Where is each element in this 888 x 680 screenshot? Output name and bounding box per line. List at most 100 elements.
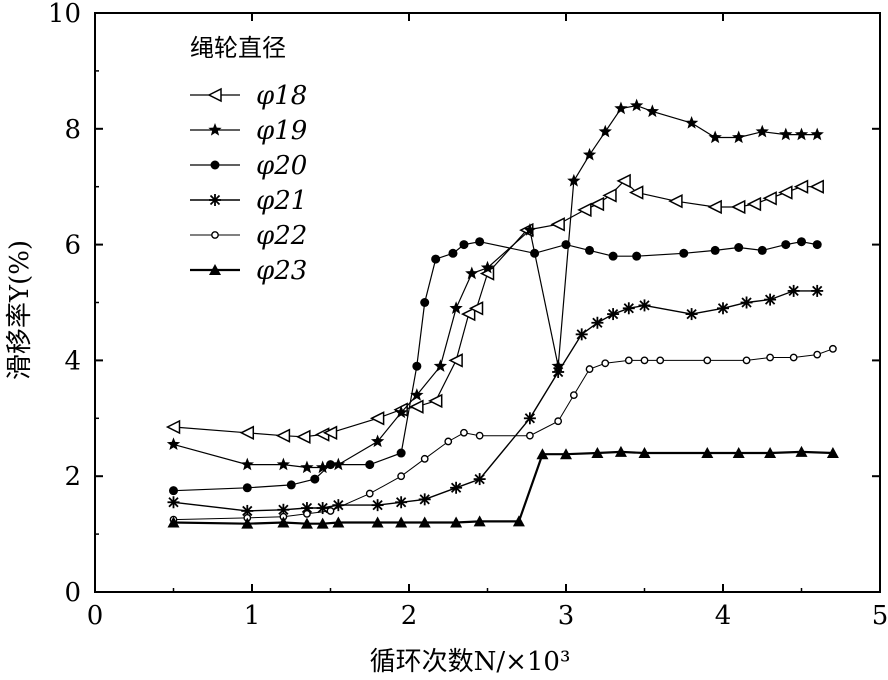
point [742,356,751,365]
legend-label: φ21 [256,186,307,216]
point [480,260,495,274]
point [787,284,800,297]
point [764,447,777,459]
point [450,516,463,528]
point [465,266,479,280]
point [365,460,375,470]
point [365,489,374,498]
point [624,356,633,365]
point-stroke [474,473,485,485]
legend-entry: φ19 [190,116,307,146]
point-stroke [607,308,619,320]
point [473,515,486,527]
point [209,194,221,206]
point [598,124,612,138]
point-stroke [419,494,430,505]
point [746,196,762,212]
point [410,388,424,401]
point [685,308,698,321]
y-tick-label: 6 [64,231,81,261]
point [811,284,824,297]
point [369,411,385,426]
point-stroke [639,300,650,311]
point [569,391,578,400]
point [394,405,408,419]
point [322,425,338,440]
point [409,399,424,414]
point [766,353,774,362]
point [638,447,651,459]
point [732,447,745,459]
point [475,431,484,440]
point [165,419,181,435]
point [397,472,406,481]
point-stroke [717,303,729,314]
point [656,356,665,365]
y-tick-label: 10 [48,0,81,29]
point [638,299,651,312]
point [561,240,571,250]
point [530,248,540,258]
point [591,316,604,329]
point [536,448,549,460]
point [208,123,222,136]
point [412,361,422,371]
point [433,359,448,372]
x-tick-label: 1 [244,601,261,631]
point [762,191,777,206]
point [468,301,484,316]
point [396,448,406,458]
x-axis-label: 循环次数N/×10³ [370,647,571,677]
point-stroke [317,502,328,514]
point [240,457,254,471]
point [420,454,429,463]
point [614,101,628,115]
point [277,516,290,528]
point [207,87,222,103]
point [632,251,642,261]
series-line [173,450,833,525]
point-stroke [209,194,221,206]
point [550,217,565,232]
point-stroke [278,504,289,515]
legend-entry: φ21 [190,186,307,216]
point [300,517,313,529]
point [602,188,617,203]
point [551,359,565,372]
point [475,237,485,247]
plot-frame [94,12,881,593]
legend-label: φ19 [256,116,307,146]
point-stroke [524,413,536,424]
point-stroke [301,502,313,514]
point [275,428,291,443]
point [708,130,722,144]
point [757,245,767,255]
point [371,516,384,528]
point [812,240,822,250]
point [707,199,722,215]
point [589,196,605,212]
point [731,199,746,215]
point [684,116,699,129]
point [793,179,809,194]
point [809,179,824,194]
point [679,248,689,258]
point [431,254,441,264]
point [448,353,463,368]
legend-entry: φ18 [190,81,307,111]
point-stroke [372,500,383,511]
point [629,98,644,112]
point [418,516,431,528]
series-5 [169,344,837,524]
point [523,412,536,425]
point [582,147,597,161]
legend-entry: φ20 [190,151,307,181]
point [449,301,463,314]
point [779,127,793,141]
point [460,428,468,437]
point [740,296,753,309]
point [316,517,329,529]
point [444,437,453,446]
point [668,193,683,209]
